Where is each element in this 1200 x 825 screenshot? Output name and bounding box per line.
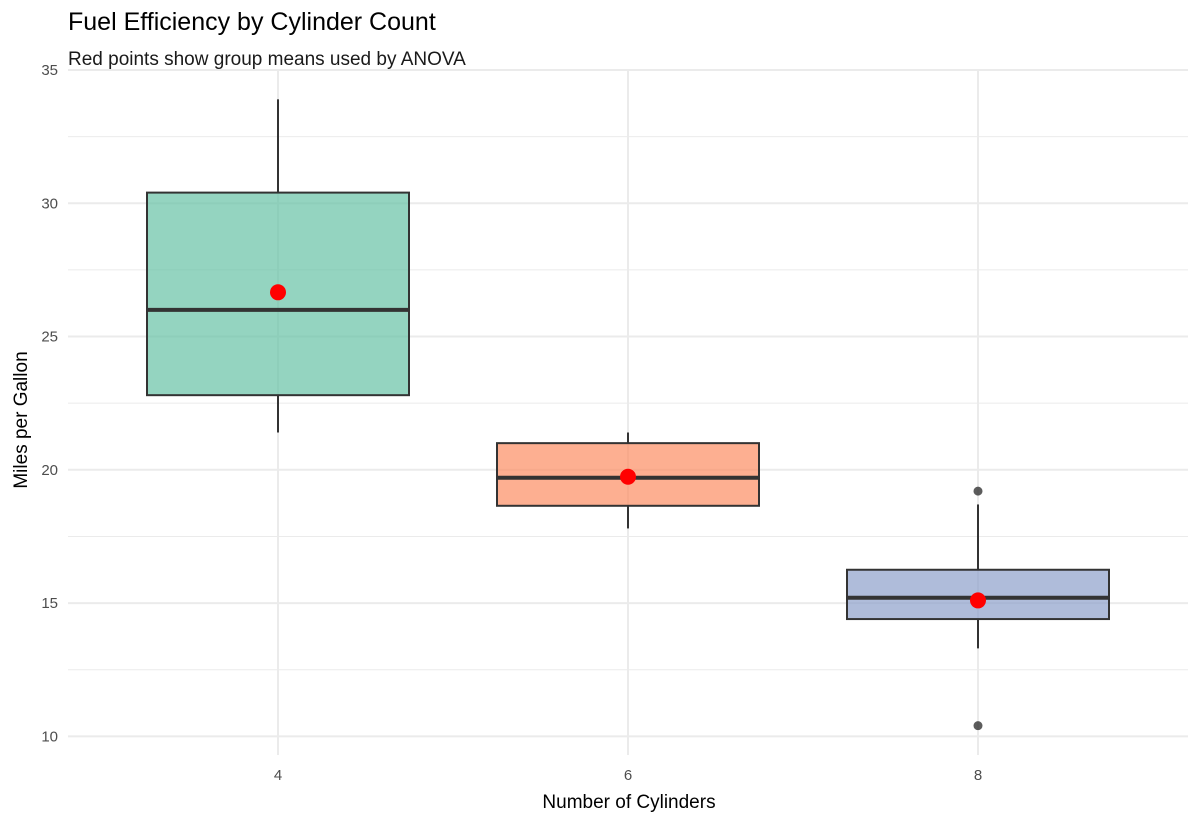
x-tick-label: 8	[974, 767, 982, 784]
x-tick-labels: 4 6 8	[274, 767, 982, 784]
y-tick-label: 30	[41, 195, 58, 212]
chart-title: Fuel Efficiency by Cylinder Count	[68, 8, 436, 36]
mean-point	[620, 468, 636, 485]
outlier-point	[973, 486, 983, 496]
y-tick-label: 15	[41, 595, 58, 612]
box-group-8	[846, 486, 1110, 731]
y-tick-label: 20	[41, 462, 58, 479]
box-group-4	[146, 99, 410, 433]
y-tick-label: 10	[41, 728, 58, 745]
y-axis-title: Miles per Gallon	[11, 351, 32, 488]
y-tick-labels: 10 15 20 25 30 35	[41, 62, 58, 745]
chart-subtitle: Red points show group means used by ANOV…	[68, 49, 466, 70]
x-tick-label: 4	[274, 767, 282, 784]
x-axis-title: Number of Cylinders	[542, 792, 715, 813]
boxes	[146, 99, 1110, 731]
mean-point	[270, 284, 286, 301]
x-tick-label: 6	[624, 767, 632, 784]
box-group-6	[496, 432, 760, 529]
grid-lines	[68, 69, 1188, 755]
mean-point	[970, 592, 986, 609]
y-tick-label: 25	[41, 329, 58, 346]
y-tick-label: 35	[41, 62, 58, 79]
outlier-point	[973, 721, 983, 731]
